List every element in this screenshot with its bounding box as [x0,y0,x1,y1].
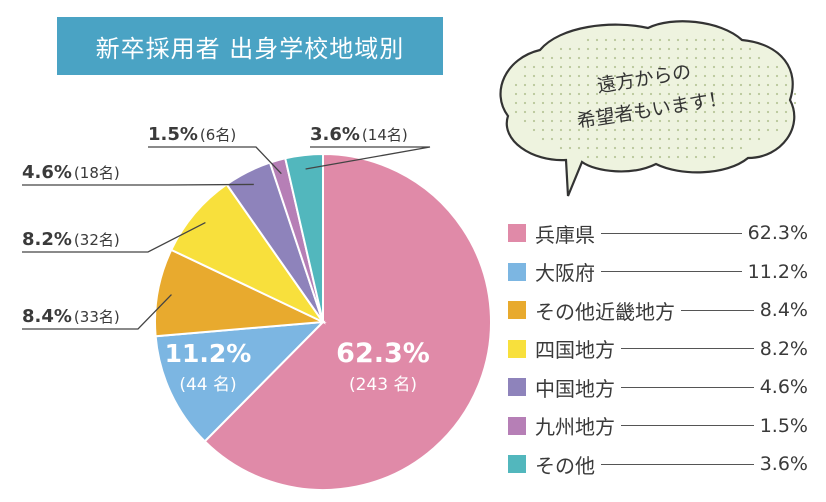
data-label-3: 8.2% (32名) [22,229,120,250]
legend-value: 3.6% [759,453,808,476]
legend-value: 11.2% [747,260,808,283]
data-label-6: 3.6% (14名) [310,124,408,145]
legend-label: 四国地方 [535,338,615,363]
pie-slice-0 [203,152,492,491]
leader-line-4 [22,183,254,186]
legend-label: その他 [535,453,595,478]
legend-item-6: その他 3.6% [508,445,808,484]
data-label-count-1: (44 名) [179,375,236,395]
legend-value: 8.4% [759,299,808,322]
legend-divider [621,425,754,427]
legend: 兵庫県 62.3% 大阪府 11.2% その他近畿地方 8.4% 四国地方 8.2% 中国地方 4… [508,214,808,484]
leader-line-2 [22,294,172,330]
legend-divider [681,309,754,311]
legend-label: 兵庫県 [535,222,595,247]
leader-line-3 [22,221,206,253]
legend-label: その他近畿地方 [535,299,675,324]
legend-item-5: 九州地方 1.5% [508,407,808,446]
legend-divider [601,463,754,465]
data-label-5: 1.5% (6名) [148,124,236,145]
speech-bubble-shape [499,20,796,197]
speech-bubble: 遠方からの 希望者もいます！ [499,20,797,197]
legend-value: 4.6% [759,376,808,399]
pie-slice-2 [154,248,327,338]
legend-swatch [508,301,526,320]
legend-item-2: その他近畿地方 8.4% [508,291,808,330]
legend-divider [601,271,742,273]
legend-divider [601,232,742,234]
legend-label: 大阪府 [535,261,595,286]
data-label-2: 8.4% (33名) [22,306,120,327]
legend-value: 8.2% [759,337,808,360]
legend-divider [621,386,754,388]
data-label-percent-0: 62.3% [336,338,430,369]
pie-slice-1 [154,320,326,443]
chart-title: 新卒採用者 出身学校地域別 [57,17,443,75]
legend-swatch [508,224,526,243]
legend-swatch [508,262,526,281]
legend-item-4: 中国地方 4.6% [508,368,808,407]
data-label-percent-1: 11.2% [165,339,252,368]
legend-swatch [508,339,526,358]
pie-slice-3 [169,182,326,325]
legend-value: 1.5% [759,414,808,437]
legend-label: 九州地方 [535,415,615,440]
legend-item-1: 大阪府 11.2% [508,253,808,292]
data-label-count-0: (243 名) [349,375,417,395]
pie-slice-6 [284,152,324,323]
leader-line-5 [148,146,282,175]
legend-swatch [508,378,526,397]
legend-value: 62.3% [747,222,808,245]
legend-label: 中国地方 [535,376,615,401]
legend-swatch [508,455,526,474]
data-label-4: 4.6% (18名) [22,162,120,183]
legend-item-0: 兵庫県 62.3% [508,214,808,253]
legend-divider [621,348,754,350]
legend-item-3: 四国地方 8.2% [508,330,808,369]
legend-swatch [508,416,526,435]
leader-line-6 [305,146,431,170]
